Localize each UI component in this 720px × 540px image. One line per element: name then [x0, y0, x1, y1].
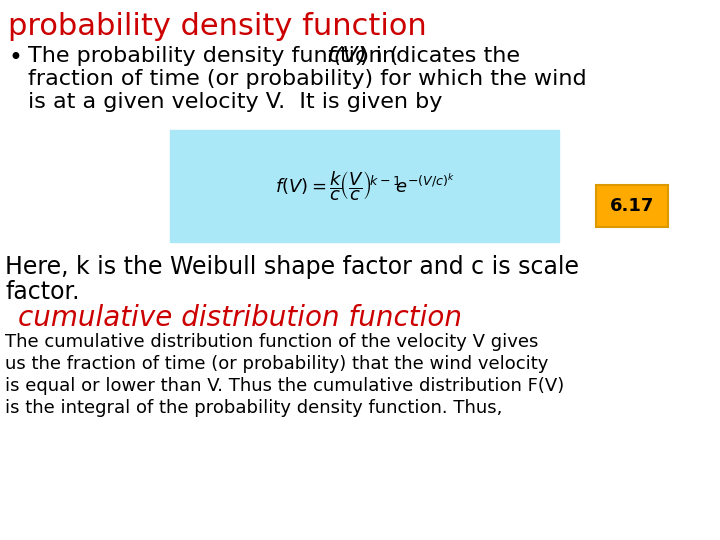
Text: is at a given velocity V.  It is given by: is at a given velocity V. It is given by — [28, 92, 442, 112]
Text: f(V): f(V) — [327, 46, 367, 66]
Text: is the integral of the probability density function. Thus,: is the integral of the probability densi… — [5, 399, 503, 417]
Text: cumulative distribution function: cumulative distribution function — [18, 304, 462, 332]
FancyBboxPatch shape — [596, 185, 668, 227]
Text: ) indicates the: ) indicates the — [360, 46, 520, 66]
Text: us the fraction of time (or probability) that the wind velocity: us the fraction of time (or probability)… — [5, 355, 549, 373]
Text: •: • — [8, 46, 22, 70]
Text: Here, k is the Weibull shape factor and c is scale: Here, k is the Weibull shape factor and … — [5, 255, 579, 279]
Text: The cumulative distribution function of the velocity V gives: The cumulative distribution function of … — [5, 333, 539, 351]
Text: factor.: factor. — [5, 280, 79, 304]
FancyBboxPatch shape — [170, 130, 559, 242]
Text: is equal or lower than V. Thus the cumulative distribution F(V): is equal or lower than V. Thus the cumul… — [5, 377, 564, 395]
Text: fraction of time (or probability) for which the wind: fraction of time (or probability) for wh… — [28, 69, 587, 89]
Text: 6.17: 6.17 — [610, 197, 654, 215]
Text: probability density function: probability density function — [8, 12, 427, 41]
Text: The probability density function (: The probability density function ( — [28, 46, 398, 66]
Text: $f(V) = \dfrac{k}{c}\!\left(\dfrac{V}{c}\right)^{\!k-1}\!\! e^{-\left(V/c\right): $f(V) = \dfrac{k}{c}\!\left(\dfrac{V}{c}… — [275, 169, 455, 203]
